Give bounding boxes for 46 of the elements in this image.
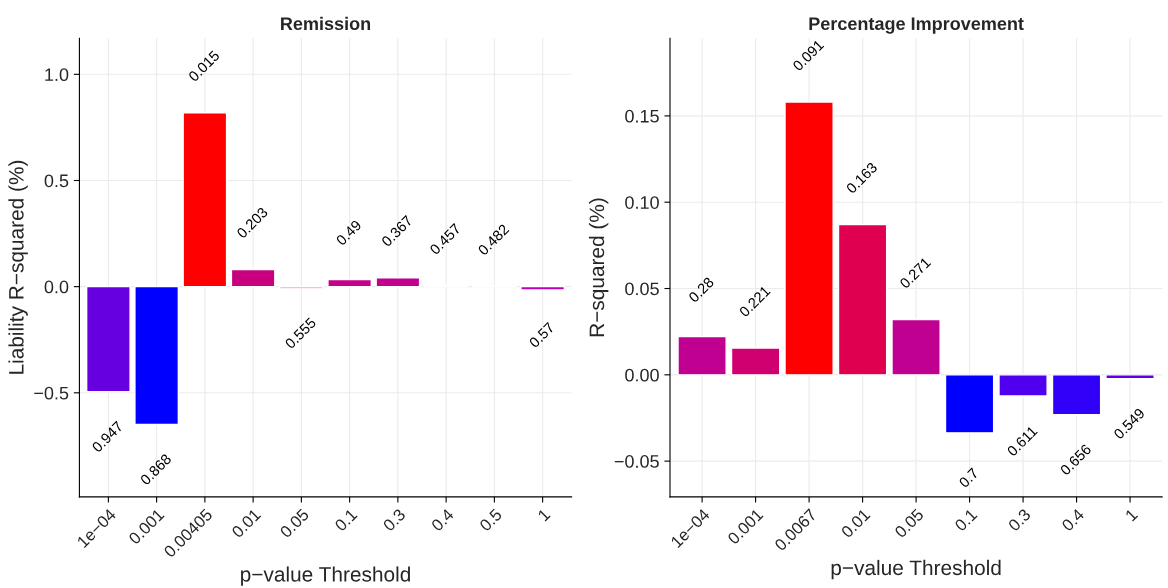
bar (891, 318, 941, 376)
bar (1105, 374, 1155, 380)
x-tick-label: 0.05 (279, 508, 310, 539)
x-tick-label: 0.4 (1060, 507, 1085, 532)
chart-title: Percentage Improvement (809, 17, 1024, 34)
bar (944, 374, 995, 434)
annotation: 0.49 (335, 219, 362, 246)
x-tick-label: 0.3 (382, 508, 407, 532)
y-tick-label: 0.05 (625, 282, 659, 296)
bar (85, 285, 131, 393)
bar (182, 112, 228, 288)
bar (230, 268, 276, 288)
x-tick-label: 0.5 (478, 508, 503, 532)
y-tick-label: 0.5 (44, 174, 69, 188)
bar (730, 347, 781, 376)
y-tick-label: 1.0 (45, 68, 69, 82)
y-tick-label: −0.5 (34, 386, 69, 400)
x-tick-label: 1 (1124, 508, 1139, 522)
x-axis-title: p−value Threshold (831, 559, 1001, 580)
bar (327, 278, 373, 288)
x-tick-label: 0.1 (953, 508, 978, 532)
x-tick-label: 0.01 (230, 508, 262, 539)
bar (998, 374, 1048, 397)
x-tick-label: 0.1 (334, 508, 358, 532)
x-tick-label: 1 (537, 508, 551, 522)
y-tick-label: 0.10 (625, 196, 659, 209)
x-tick-label: 0.3 (1007, 508, 1032, 532)
bar (837, 223, 888, 376)
y-tick-label: 0.0 (44, 280, 69, 294)
x-tick-label: 0.4 (430, 507, 455, 532)
annotation: 0.7 (958, 467, 979, 489)
y-axis-title: R−squared (%) (588, 198, 609, 337)
y-tick-label: −0.05 (614, 455, 659, 468)
bar (134, 285, 180, 426)
bar (677, 335, 727, 376)
bar (375, 277, 421, 288)
bar (1051, 374, 1102, 416)
bar (784, 101, 834, 376)
x-axis-title: p−value Threshold (241, 566, 410, 586)
y-tick-label: 0.00 (625, 368, 659, 382)
x-tick-label: 0.05 (893, 508, 925, 539)
y-axis-title: Liability R−squared (%) (8, 160, 28, 374)
x-tick-label: 0.01 (840, 508, 871, 539)
y-tick-label: 0.15 (625, 109, 659, 123)
chart-title: Remission (281, 16, 371, 31)
bar (520, 285, 566, 291)
